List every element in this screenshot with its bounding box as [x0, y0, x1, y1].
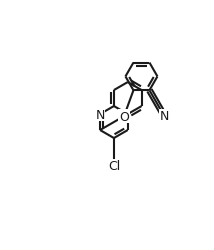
Text: N: N [160, 110, 169, 123]
Text: O: O [119, 110, 129, 123]
Text: N: N [95, 108, 105, 121]
Text: Cl: Cl [108, 160, 120, 172]
